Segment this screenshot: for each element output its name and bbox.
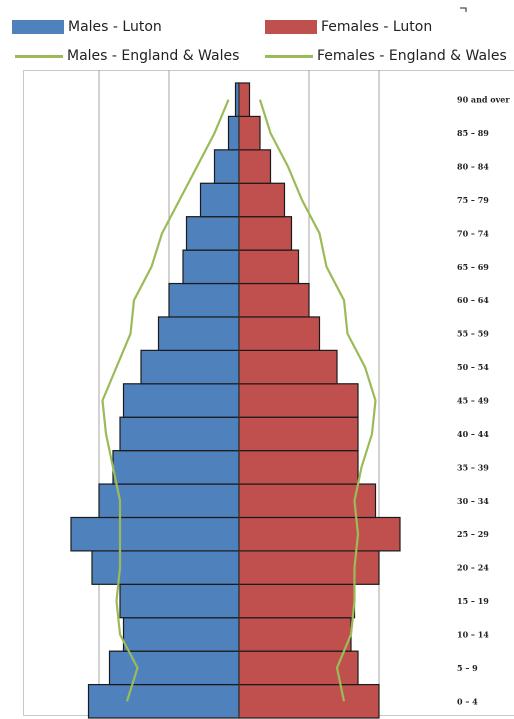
tick-label-15: 75 – 79 — [457, 195, 489, 205]
bar-female-18 — [238, 82, 251, 118]
bar-female-17 — [238, 115, 261, 151]
bar-male-9 — [122, 383, 240, 418]
bar-male-12 — [168, 282, 240, 318]
legend-label-males-ew: Males - England & Wales — [67, 48, 240, 64]
tick-label-7: 35 – 39 — [457, 462, 489, 472]
tick-label-13: 65 – 69 — [457, 262, 489, 272]
legend-swatch-males-luton — [12, 20, 64, 34]
bar-male-8 — [119, 416, 240, 452]
tick-label-2: 10 – 14 — [457, 629, 489, 639]
bar-female-7 — [238, 450, 359, 485]
tick-label-11: 55 – 59 — [457, 329, 489, 339]
legend-swatch-females-ew — [265, 54, 313, 58]
bar-male-7 — [112, 450, 240, 485]
tick-label-8: 40 – 44 — [457, 429, 489, 439]
bar-male-10 — [140, 349, 240, 385]
bar-female-15 — [238, 182, 286, 218]
tick-label-16: 80 – 84 — [457, 162, 489, 172]
bar-male-16 — [213, 149, 240, 184]
bar-female-0 — [238, 683, 380, 719]
bar-male-0 — [87, 683, 240, 719]
legend-label-females-luton: Females - Luton — [321, 19, 433, 35]
tick-label-1: 5 – 9 — [457, 663, 478, 673]
legend-males-ew: Males - England & Wales — [15, 48, 239, 64]
tick-label-14: 70 – 74 — [457, 228, 489, 238]
bar-female-5 — [238, 516, 401, 552]
tick-label-18: 90 and over — [457, 95, 510, 105]
bar-male-2 — [122, 617, 240, 652]
legend-females-luton: Females - Luton — [265, 19, 432, 35]
legend-label-males-luton: Males - Luton — [68, 19, 162, 35]
legend-females-ew: Females - England & Wales — [265, 48, 507, 64]
legend: Males - Luton Females - Luton Males - En… — [0, 0, 514, 70]
tick-label-6: 30 – 34 — [457, 496, 489, 506]
bar-female-2 — [238, 617, 352, 652]
legend-label-females-ew: Females - England & Wales — [317, 48, 507, 64]
tick-label-3: 15 – 19 — [457, 596, 489, 606]
bar-female-6 — [238, 483, 377, 519]
line-males-ew — [101, 99, 230, 702]
corner-mark — [460, 7, 467, 12]
bar-female-11 — [238, 316, 321, 351]
bar-female-8 — [238, 416, 359, 452]
bar-male-5 — [70, 516, 240, 552]
tick-label-10: 50 – 54 — [457, 362, 489, 372]
bar-female-13 — [238, 249, 300, 285]
bar-male-11 — [157, 316, 240, 351]
legend-swatch-males-ew — [15, 54, 63, 58]
bar-male-14 — [185, 216, 240, 251]
bar-male-13 — [182, 249, 240, 285]
bar-female-9 — [238, 383, 359, 418]
tick-label-9: 45 – 49 — [457, 396, 489, 406]
line-females-ew — [258, 99, 377, 702]
bar-female-14 — [238, 216, 293, 251]
bar-male-15 — [199, 182, 240, 218]
legend-males-luton: Males - Luton — [12, 19, 162, 35]
bar-male-4 — [91, 550, 240, 585]
tick-label-0: 0 – 4 — [457, 696, 478, 706]
tick-label-12: 60 – 64 — [457, 295, 489, 305]
bar-female-12 — [238, 282, 310, 318]
bar-female-4 — [238, 550, 380, 585]
bar-male-1 — [108, 650, 240, 686]
tick-label-5: 25 – 29 — [457, 529, 489, 539]
tick-label-4: 20 – 24 — [457, 563, 489, 573]
legend-swatch-females-luton — [265, 20, 317, 34]
bar-female-3 — [238, 583, 356, 619]
bar-male-3 — [119, 583, 240, 619]
bar-female-16 — [238, 149, 272, 184]
tick-label-17: 85 – 89 — [457, 128, 489, 138]
bar-female-10 — [238, 349, 338, 385]
bar-male-17 — [227, 115, 240, 151]
